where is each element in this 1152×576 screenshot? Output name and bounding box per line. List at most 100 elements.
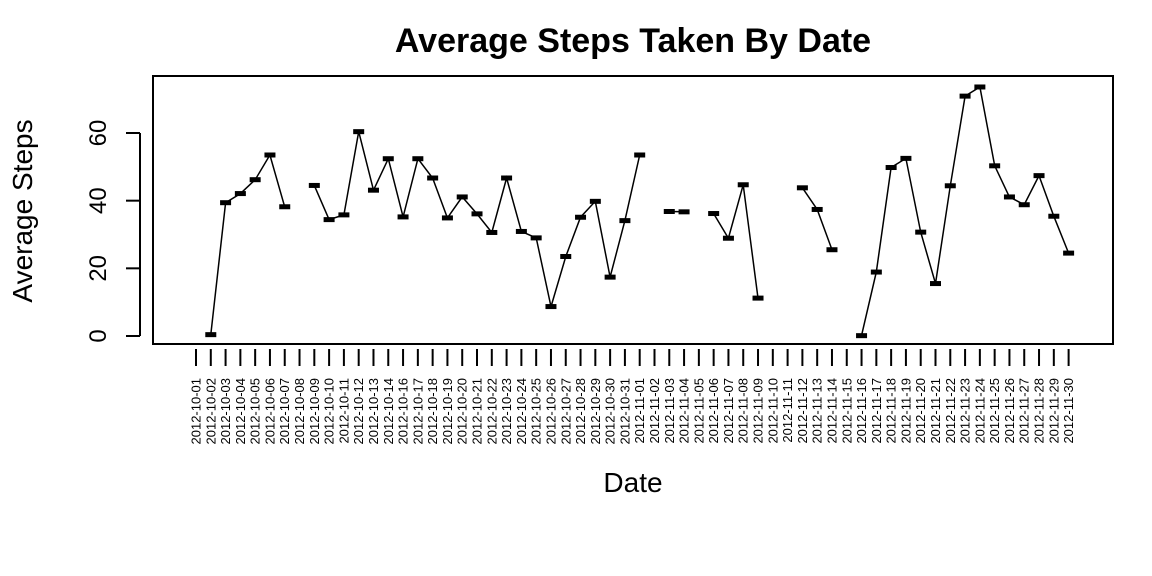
data-point [530,235,542,241]
x-tick-label: 2012-11-19 [898,378,913,444]
data-point [1033,173,1045,179]
x-tick-label: 2012-10-14 [381,378,396,445]
data-point [279,204,291,210]
series-line [712,184,759,299]
x-tick-label: 2012-10-20 [455,378,470,445]
x-tick-label: 2012-10-10 [322,378,337,445]
x-tick-label: 2012-10-18 [425,378,440,445]
data-point [811,206,823,212]
data-point [915,229,927,235]
x-tick-label: 2012-10-02 [203,378,218,445]
x-tick-label: 2012-11-02 [647,378,662,444]
data-point [323,217,335,223]
data-point [1018,202,1030,208]
x-tick-label: 2012-11-14 [824,378,839,444]
chart-title: Average Steps Taken By Date [395,22,871,60]
x-tick-label: 2012-10-13 [366,378,381,445]
x-tick-label: 2012-11-25 [987,378,1002,444]
x-tick-label: 2012-10-07 [277,378,292,445]
x-tick-label: 2012-10-30 [603,378,618,445]
x-tick-label: 2012-10-09 [307,378,322,445]
x-tick-label: 2012-11-28 [1032,378,1047,444]
x-tick-label: 2012-10-19 [440,378,455,445]
x-tick-label: 2012-11-30 [1061,378,1076,444]
data-point [560,253,572,259]
x-tick-label: 2012-10-11 [336,378,351,444]
x-tick-label: 2012-11-26 [1002,378,1017,444]
x-tick-label: 2012-11-10 [765,378,780,444]
data-point [604,274,616,280]
x-tick-label: 2012-11-12 [795,378,810,444]
data-point [367,187,379,193]
data-point [338,212,350,218]
series-line [210,153,286,335]
data-point [708,211,720,217]
data-point [397,214,409,220]
y-tick-label: 0 [85,329,112,342]
y-tick-label: 60 [85,120,112,147]
data-point [870,269,882,275]
x-tick-label: 2012-10-29 [588,378,603,445]
data-point [1003,194,1015,200]
x-tick-label: 2012-10-21 [470,378,485,445]
data-point [545,304,557,310]
data-point [678,209,690,215]
data-point [722,235,734,241]
x-tick-label: 2012-11-06 [706,378,721,444]
x-tick-label: 2012-11-16 [854,378,869,444]
data-point [900,155,912,161]
data-point [930,281,941,287]
x-axis-label: Date [603,467,662,498]
y-axis: 0 20 40 60 [85,120,141,343]
x-tick-label: 2012-11-07 [721,378,736,444]
data-point [1063,250,1075,256]
x-tick-label: 2012-10-05 [248,378,263,445]
data-point [353,129,365,135]
plot-frame [152,75,1114,345]
x-tick-label: 2012-11-21 [928,378,943,444]
data-point [471,211,483,217]
x-tick-label: 2012-10-23 [499,378,514,445]
data-point [959,93,971,99]
series-line [313,131,641,307]
x-tick-label: 2012-11-13 [810,378,825,444]
data-point [634,152,646,158]
data-point [856,333,868,339]
x-tick-label: 2012-10-24 [514,378,529,445]
data-point [944,183,956,189]
y-tick-label: 20 [85,255,112,282]
x-tick-label: 2012-11-04 [677,378,692,444]
x-tick-label: 2012-10-17 [410,378,425,445]
x-tick-label: 2012-11-24 [972,378,987,444]
data-point [663,208,675,214]
data-point [619,218,631,224]
x-tick-label: 2012-10-01 [189,378,204,445]
x-tick-label: 2012-10-27 [558,378,573,445]
x-tick-label: 2012-10-31 [617,378,632,445]
data-point [249,177,261,183]
series-line [860,85,1070,336]
data-series [205,84,1075,339]
x-tick-label: 2012-10-08 [292,378,307,445]
data-point [885,165,897,171]
data-point [1048,213,1060,219]
series-line [801,187,833,250]
data-point [382,156,394,162]
data-point [412,156,424,162]
x-tick-label: 2012-11-01 [632,378,647,444]
x-tick-label: 2012-11-18 [884,378,899,444]
data-point [752,295,764,301]
x-tick-label: 2012-10-28 [573,378,588,445]
y-tick-label: 40 [85,187,112,214]
x-tick-label: 2012-11-20 [913,378,928,444]
x-tick-label: 2012-10-03 [218,378,233,445]
data-point [427,175,439,181]
y-axis-label: Average Steps [7,119,38,302]
data-point [989,163,1001,169]
x-tick-label: 2012-11-27 [1017,378,1032,444]
data-point [264,152,276,158]
x-tick-label: 2012-10-04 [233,378,248,445]
x-tick-label: 2012-11-09 [751,378,766,444]
data-point [441,215,453,221]
